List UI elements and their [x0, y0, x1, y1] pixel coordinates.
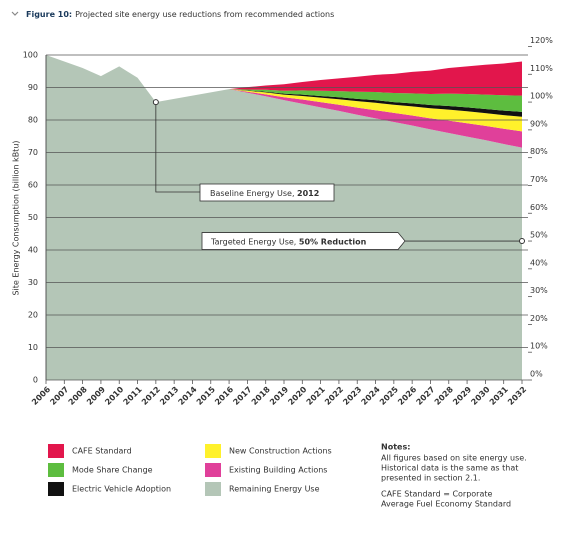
y2-tick-label: 60%	[530, 203, 548, 212]
y-tick-label: 90	[28, 83, 38, 92]
annotation-point	[152, 99, 159, 106]
annotation-bold: 2012	[297, 189, 319, 198]
legend-label: Electric Vehicle Adoption	[72, 485, 171, 494]
legend-label: Mode Share Change	[72, 466, 153, 475]
area	[46, 55, 522, 132]
notes-line: CAFE Standard = Corporate	[381, 490, 493, 499]
x-tick-label: 2010	[103, 385, 125, 407]
y2-tick-label: 40%	[530, 258, 548, 267]
annotation-point	[519, 238, 525, 245]
y2-tick-label: 20%	[530, 314, 548, 323]
y-tick-label: 20	[28, 311, 38, 320]
x-tick-label: 2029	[451, 385, 473, 407]
area	[46, 55, 522, 103]
x-tick-label: 2007	[48, 385, 70, 407]
legend-swatch	[205, 463, 221, 477]
y2-tick-label: 10%	[530, 342, 548, 351]
leader-line	[155, 102, 200, 193]
notes-line: Historical data is the same as that	[381, 464, 518, 473]
legend-swatch	[48, 482, 64, 496]
x-tick-label: 2013	[158, 385, 180, 407]
y2-tick-label: 90%	[530, 119, 548, 128]
legend-swatch	[205, 482, 221, 496]
title-prefix: Figure 10:	[26, 10, 72, 19]
x-tick-label: 2014	[177, 385, 199, 407]
y2-tick-label: 120%	[530, 36, 553, 45]
y2-tick-label: 50%	[530, 231, 548, 240]
x-tick-label: 2015	[195, 385, 217, 407]
x-tick-label: 2008	[67, 385, 89, 407]
annotation-text-part: Targeted Energy Use,	[210, 237, 299, 246]
x-tick-label: 2023	[341, 385, 363, 407]
x-tick-label: 2025	[378, 385, 400, 407]
annotation-text: Targeted Energy Use, 50% Reduction	[210, 237, 367, 246]
x-tick-label: 2006	[30, 385, 52, 407]
y-tick-label: 100	[23, 51, 38, 60]
y2-tick-label: 30%	[530, 286, 548, 295]
legend-swatch	[205, 444, 221, 458]
legend-label: Existing Building Actions	[229, 466, 327, 475]
annotation-text-part: Baseline Energy Use,	[210, 189, 297, 198]
title-text: Projected site energy use reductions fro…	[75, 10, 334, 19]
x-tick-label: 2012	[140, 385, 162, 407]
annotation-box	[199, 183, 335, 202]
y-tick-label: 30	[28, 278, 38, 287]
x-tick-label: 2009	[85, 385, 107, 407]
notes-line: presented in section 2.1.	[381, 474, 480, 483]
area	[46, 55, 522, 117]
annotation-bold: 50% Reduction	[299, 237, 367, 246]
y-tick-label: 50	[28, 213, 38, 222]
x-tick-label: 2028	[433, 385, 455, 407]
legend-swatch	[48, 463, 64, 477]
chart-title: Figure 10: Projected site energy use redu…	[26, 10, 334, 19]
x-tick-label: 2021	[305, 385, 327, 407]
x-tick-label: 2019	[268, 385, 290, 407]
x-tick-label: 2024	[360, 385, 382, 407]
x-tick-label: 2026	[396, 385, 418, 407]
y2-tick-label: 70%	[530, 175, 548, 184]
x-tick-label: 2022	[323, 385, 345, 407]
y2-tick-label: 110%	[530, 64, 553, 73]
area	[46, 55, 522, 112]
x-tick-label: 2020	[286, 385, 308, 407]
legend-label: New Construction Actions	[229, 447, 332, 456]
notes-title: Notes:	[381, 443, 410, 452]
legend-label: Remaining Energy Use	[229, 485, 320, 494]
y-tick-label: 80	[28, 116, 38, 125]
x-tick-label: 2031	[488, 385, 510, 407]
y2-tick-label: 100%	[530, 92, 553, 101]
x-tick-label: 2016	[213, 385, 235, 407]
y2-tick-label: 80%	[530, 147, 548, 156]
y-tick-label: 70	[28, 148, 38, 157]
x-tick-label: 2018	[250, 385, 272, 407]
y-axis-label: Site Energy Consumption (billion kBtu)	[12, 140, 21, 295]
annotation-text: Baseline Energy Use, 2012	[210, 189, 319, 198]
legend-swatch	[48, 444, 64, 458]
y-tick-label: 40	[28, 246, 38, 255]
y-tick-label: 0	[33, 376, 38, 385]
notes-line: Average Fuel Economy Standard	[381, 500, 511, 509]
x-tick-label: 2017	[231, 385, 253, 407]
x-tick-label: 2030	[469, 385, 491, 407]
y-tick-label: 60	[28, 181, 38, 190]
y2-tick-label: 0%	[530, 370, 543, 379]
y-tick-label: 10	[28, 343, 38, 352]
collapse-icon	[11, 11, 19, 16]
notes-line: All figures based on site energy use.	[381, 454, 527, 463]
x-tick-label: 2027	[415, 385, 437, 407]
annotation-box	[201, 232, 406, 250]
x-tick-label: 2011	[122, 385, 144, 407]
x-tick-label: 2032	[506, 385, 528, 407]
legend-label: CAFE Standard	[72, 447, 132, 456]
